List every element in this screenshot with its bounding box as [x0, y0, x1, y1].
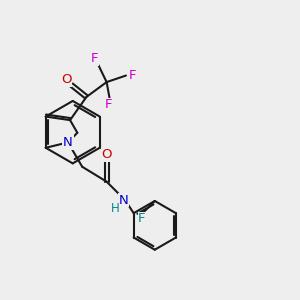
Text: N: N [119, 194, 129, 207]
Text: F: F [138, 212, 146, 225]
Text: F: F [129, 69, 136, 82]
Text: O: O [101, 148, 112, 161]
Text: H: H [111, 202, 120, 215]
Text: N: N [63, 136, 73, 149]
Text: O: O [61, 73, 71, 86]
Text: F: F [104, 98, 112, 112]
Text: F: F [91, 52, 98, 65]
